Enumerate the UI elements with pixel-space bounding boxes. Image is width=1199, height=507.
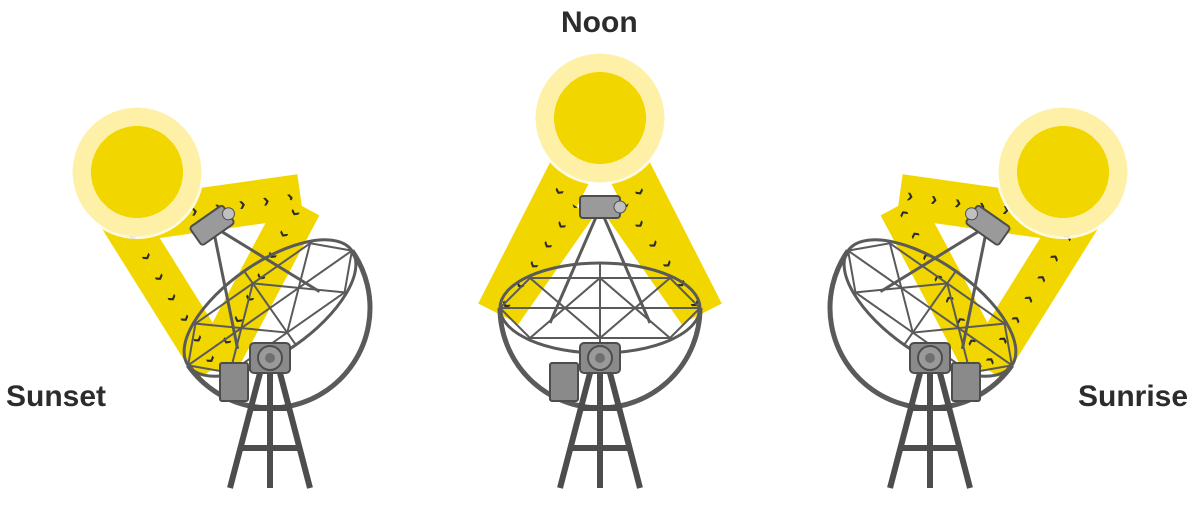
panel-noon — [400, 0, 800, 507]
diagram-stage: Noon Sunset Sunrise — [0, 0, 1199, 507]
dish-sunset — [150, 188, 390, 488]
dish-rotating — [124, 159, 409, 447]
panel-sunset — [0, 0, 400, 507]
dish-sunrise — [810, 188, 1050, 488]
sun-icon — [535, 53, 665, 183]
dish-rotating — [791, 159, 1076, 447]
dish-noon — [480, 188, 720, 488]
panel-sunrise — [800, 0, 1199, 507]
